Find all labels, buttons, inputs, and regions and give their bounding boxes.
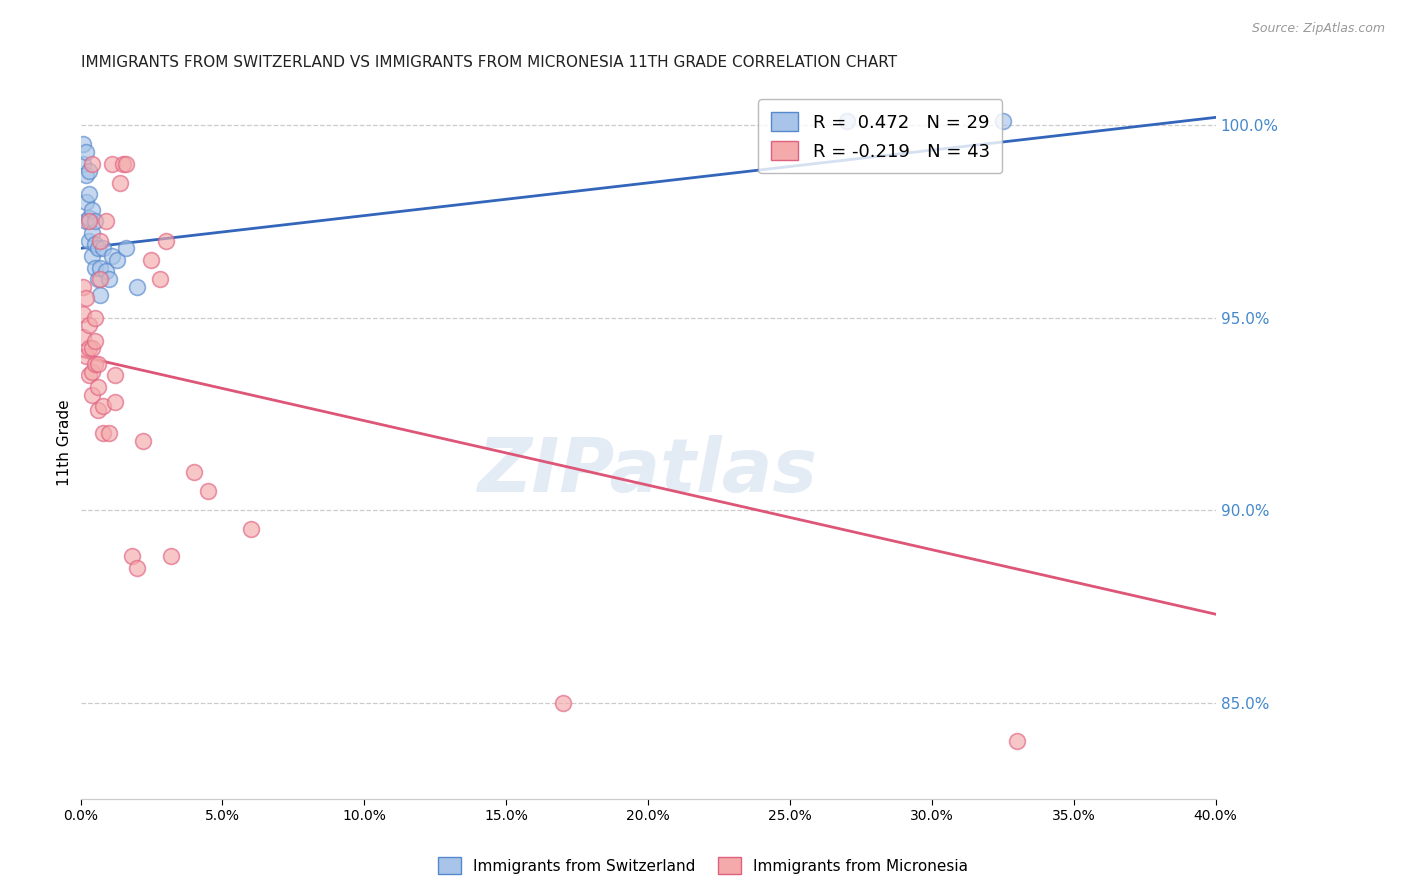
Point: [80, 387, 103, 401]
Point: [94, 214, 117, 228]
Point: [155, 234, 177, 248]
Point: [86, 403, 108, 417]
Point: [112, 156, 135, 170]
Point: [91, 426, 114, 441]
Point: [141, 252, 163, 267]
Point: [83, 214, 105, 228]
Legend: R =  0.472   N = 29, R = -0.219   N = 43: R = 0.472 N = 29, R = -0.219 N = 43: [758, 99, 1002, 173]
Point: [77, 342, 100, 356]
Point: [80, 202, 103, 217]
Point: [72, 137, 94, 152]
Point: [100, 249, 122, 263]
Point: [89, 287, 111, 301]
Legend: Immigrants from Switzerland, Immigrants from Micronesia: Immigrants from Switzerland, Immigrants …: [432, 851, 974, 880]
Point: [83, 260, 105, 275]
Point: [110, 176, 132, 190]
Point: [127, 561, 149, 575]
Point: [72, 280, 94, 294]
Point: [83, 357, 105, 371]
Point: [75, 214, 97, 228]
Point: [83, 237, 105, 252]
Point: [80, 365, 103, 379]
Point: [97, 426, 120, 441]
Point: [551, 696, 574, 710]
Point: [149, 272, 172, 286]
Point: [86, 241, 108, 255]
Point: [86, 357, 108, 371]
Point: [115, 241, 138, 255]
Point: [77, 234, 100, 248]
Point: [77, 318, 100, 333]
Text: Source: ZipAtlas.com: Source: ZipAtlas.com: [1251, 22, 1385, 36]
Point: [72, 156, 94, 170]
Point: [86, 272, 108, 286]
Point: [80, 226, 103, 240]
Point: [127, 280, 149, 294]
Point: [80, 342, 103, 356]
Y-axis label: 11th Grade: 11th Grade: [58, 400, 72, 486]
Point: [89, 260, 111, 275]
Point: [80, 249, 103, 263]
Point: [121, 549, 143, 564]
Point: [183, 465, 205, 479]
Point: [835, 114, 858, 128]
Point: [197, 483, 219, 498]
Point: [1005, 734, 1028, 748]
Point: [132, 434, 155, 448]
Point: [91, 241, 114, 255]
Point: [83, 334, 105, 348]
Point: [239, 523, 262, 537]
Point: [75, 195, 97, 210]
Point: [103, 395, 125, 409]
Point: [75, 292, 97, 306]
Point: [77, 187, 100, 202]
Point: [89, 234, 111, 248]
Point: [100, 156, 122, 170]
Point: [75, 145, 97, 159]
Point: [89, 272, 111, 286]
Point: [80, 156, 103, 170]
Text: IMMIGRANTS FROM SWITZERLAND VS IMMIGRANTS FROM MICRONESIA 11TH GRADE CORRELATION: IMMIGRANTS FROM SWITZERLAND VS IMMIGRANT…: [80, 55, 897, 70]
Text: ZIPatlas: ZIPatlas: [478, 434, 818, 508]
Point: [991, 114, 1014, 128]
Point: [91, 399, 114, 413]
Point: [115, 156, 138, 170]
Point: [97, 272, 120, 286]
Point: [77, 164, 100, 178]
Point: [72, 330, 94, 344]
Point: [94, 264, 117, 278]
Point: [107, 252, 129, 267]
Point: [160, 549, 183, 564]
Point: [75, 349, 97, 363]
Point: [72, 307, 94, 321]
Point: [77, 211, 100, 225]
Point: [83, 310, 105, 325]
Point: [77, 214, 100, 228]
Point: [77, 368, 100, 383]
Point: [86, 380, 108, 394]
Point: [103, 368, 125, 383]
Point: [75, 168, 97, 182]
